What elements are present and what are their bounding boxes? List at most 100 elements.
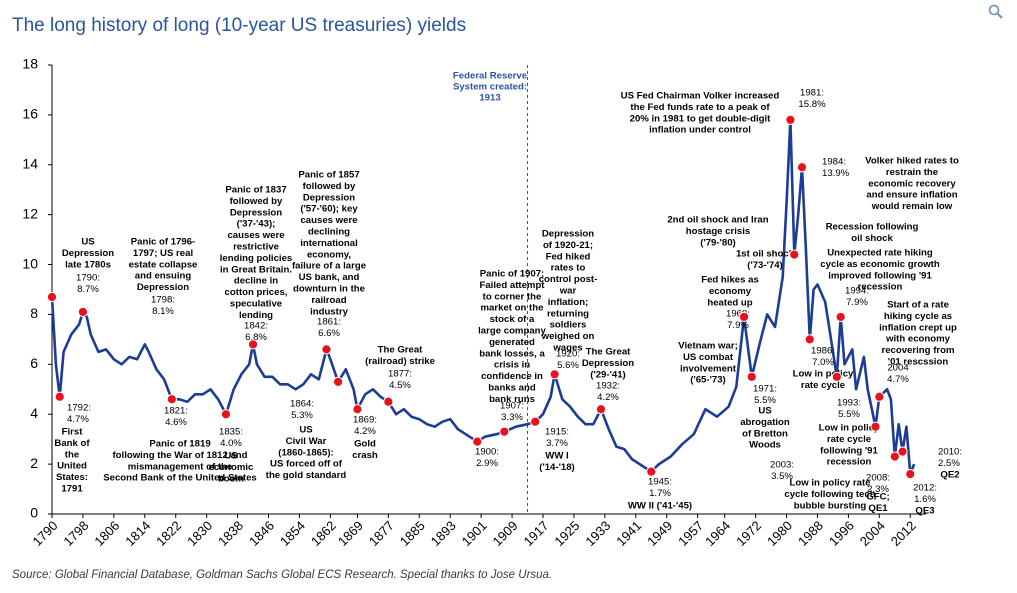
annotation-note: followed by <box>230 196 283 207</box>
annotation-note: the gold standard <box>266 470 347 481</box>
annotation-label: 1877: <box>388 369 412 380</box>
annotation-label: 7.9% <box>727 320 749 331</box>
annotation-label: 1835: <box>219 427 243 438</box>
annotation-label: 1915: <box>545 427 569 438</box>
annotation-note: decline in <box>234 276 278 287</box>
annotation-dot <box>321 344 332 355</box>
annotation-note: inflation crept up <box>879 322 957 333</box>
annotation-note: of 1920-21; <box>543 240 593 251</box>
annotation-label: 2004 <box>887 363 909 374</box>
annotation-label: 5.5% <box>838 409 860 420</box>
x-tick-label: 1885 <box>397 518 428 549</box>
annotation-note: Depression <box>542 229 594 240</box>
annotation-dot <box>77 306 89 318</box>
annotation-note: Recession following <box>826 222 919 233</box>
annotation-dot <box>54 391 65 402</box>
x-tick-label: 2004 <box>857 518 888 549</box>
annotation-note: Volker hiked rates to <box>865 156 959 167</box>
fed-reserve-note: 1913 <box>479 93 500 104</box>
annotation-note: causes were <box>227 230 284 241</box>
annotation-label: 1932: <box>596 381 620 392</box>
annotation-note: crash <box>352 450 378 461</box>
annotation-note: Low in policy rate <box>789 478 870 489</box>
annotation-dot <box>785 114 796 125</box>
annotation-note: weighed on <box>541 331 595 342</box>
annotation-note: in Great Britain. <box>220 264 292 275</box>
annotation-note: would remain low <box>871 201 953 212</box>
annotation-note: US combat <box>683 352 734 363</box>
fed-reserve-note: Federal Reserve <box>453 71 527 82</box>
annotation-label: 4.0% <box>220 438 242 449</box>
annotation-note: rates to <box>551 263 586 274</box>
annotation-note: Vietnam war; <box>678 341 738 352</box>
annotation-note: to corner the <box>483 291 542 302</box>
annotation-dot <box>746 371 757 382</box>
annotation-label: 13.9% <box>822 168 850 179</box>
annotation-note: bank runs <box>489 394 535 405</box>
x-tick-label: 1877 <box>366 518 397 549</box>
y-tick-label: 10 <box>22 255 38 271</box>
x-tick-label: 1814 <box>122 518 153 549</box>
annotation-dot <box>530 416 541 427</box>
annotation-note: recession <box>827 457 872 468</box>
annotation-note: followed by <box>303 181 356 192</box>
annotation-label: 8.1% <box>152 306 174 317</box>
annotation-note: with economy <box>885 334 951 345</box>
annotation-label: 2008: <box>866 473 890 484</box>
annotation-dot <box>220 409 232 420</box>
annotation-note: Fed hiked <box>546 251 591 262</box>
annotation-note: estate collapse <box>129 259 198 270</box>
y-tick-label: 8 <box>30 305 38 321</box>
x-tick-label: 1893 <box>428 518 459 549</box>
annotation-note: market on the <box>481 303 544 314</box>
annotation-dot <box>789 249 800 260</box>
annotation-note: lending policies <box>220 253 293 264</box>
annotation-note: Depression <box>230 207 282 218</box>
zoom-icon[interactable] <box>988 4 1003 19</box>
annotation-label: 1861: <box>317 317 341 328</box>
x-tick-label: 1988 <box>795 518 826 549</box>
x-tick-label: 1957 <box>675 518 706 549</box>
annotation-dot <box>383 396 394 407</box>
annotation-note: Panic of 1819 <box>149 439 210 450</box>
annotation-label: 1986: <box>811 346 835 357</box>
annotation-note: heated up <box>707 297 752 308</box>
annotation-note: following the War of 1812 and <box>112 450 247 461</box>
annotation-dot <box>46 291 58 303</box>
annotation-label: 2.3% <box>867 484 889 495</box>
annotation-note: ('65-'73) <box>690 375 726 386</box>
annotation-label: 1821: <box>164 406 188 417</box>
annotation-dot <box>352 404 363 415</box>
annotation-note: inflation under control <box>649 125 751 136</box>
annotation-note: boom <box>218 473 244 484</box>
annotation-label: 2.9% <box>476 458 498 469</box>
annotation-label: 4.6% <box>165 417 187 428</box>
y-tick-label: 6 <box>30 355 38 371</box>
annotation-note: economic recovery <box>868 178 956 189</box>
annotation-note: bubble bursting <box>794 500 867 511</box>
x-tick-label: 1846 <box>246 518 277 549</box>
y-tick-label: 4 <box>30 405 38 421</box>
annotation-note: crisis in <box>494 360 530 371</box>
annotation-dot <box>472 436 483 447</box>
annotation-note: WW II ('41-'45) <box>628 501 692 512</box>
annotation-note: US <box>758 406 772 417</box>
annotation-label: 4.5% <box>389 380 411 391</box>
annotation-label: 4.7% <box>67 414 89 425</box>
annotation-label: 1984: <box>822 157 846 168</box>
annotation-note: mismanagement of the <box>128 461 233 472</box>
annotation-label: 1920: <box>556 349 580 360</box>
annotation-note: recession <box>858 282 903 293</box>
annotation-note: Civil War <box>286 436 327 447</box>
x-tick-label: 1933 <box>582 518 613 549</box>
annotation-note: US <box>299 425 313 436</box>
annotation-note: oil shock <box>851 233 893 244</box>
annotation-note: 1797; US real <box>133 248 193 259</box>
annotation-note: WW I <box>545 451 569 462</box>
annotation-note: cycle following tech <box>784 489 875 500</box>
annotation-label: 5.6% <box>557 360 579 371</box>
x-tick-label: 1822 <box>153 518 184 549</box>
annotation-note: rate cycle <box>801 380 845 391</box>
x-tick-label: 1949 <box>644 518 675 549</box>
annotation-note: Second Bank of the United States <box>103 473 257 484</box>
